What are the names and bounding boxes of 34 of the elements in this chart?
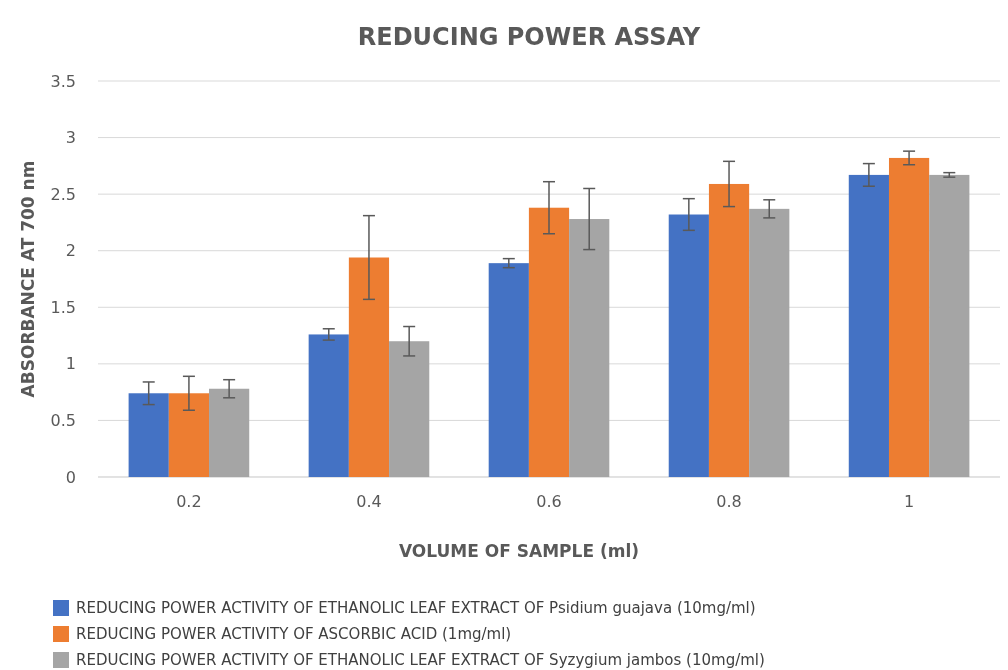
y-tick-label: 1.5: [50, 297, 76, 317]
x-tick-label: 0.8: [716, 492, 742, 511]
y-tick-label: 0: [65, 467, 76, 487]
bar: [168, 393, 210, 477]
legend-label: REDUCING POWER ACTIVITY OF ETHANOLIC LEAF EXTRACT OF Syzygium jambos (10mg/ml): [76, 651, 765, 670]
y-tick-label: 0.5: [50, 411, 76, 431]
bar: [888, 157, 930, 477]
y-tick-label: 2.5: [50, 184, 76, 204]
legend-label: REDUCING POWER ACTIVITY OF ETHANOLIC LEAF EXTRACT OF Psidium guajava (10mg/ml): [76, 599, 756, 618]
chart-title: REDUCING POWER ASSAY: [357, 23, 701, 51]
x-tick-label: 0.6: [536, 492, 562, 511]
bar: [488, 263, 529, 477]
bar: [708, 183, 750, 477]
y-axis-title: ABSORBANCE AT 700 nm: [18, 160, 38, 398]
y-tick-label: 3: [65, 128, 76, 148]
legend-label: REDUCING POWER ACTIVITY OF ASCORBIC ACID (1mg/ml): [76, 625, 512, 644]
bar: [569, 219, 610, 477]
x-tick-label: 1: [903, 492, 915, 511]
bar: [209, 388, 250, 477]
x-tick-label: 0.4: [356, 492, 382, 511]
bar: [668, 214, 709, 477]
y-tick-label: 3.5: [50, 71, 76, 91]
bar: [128, 393, 169, 477]
bar: [308, 334, 349, 477]
bar: [929, 174, 970, 477]
bar: [848, 174, 889, 477]
bar: [528, 207, 570, 477]
x-tick-label: 0.2: [176, 492, 202, 511]
y-tick-label: 2: [65, 241, 76, 261]
bar: [749, 208, 790, 477]
bar: [389, 341, 430, 477]
x-axis-title: VOLUME OF SAMPLE (ml): [399, 541, 639, 561]
y-tick-label: 1: [65, 354, 76, 374]
bar: [348, 257, 390, 477]
